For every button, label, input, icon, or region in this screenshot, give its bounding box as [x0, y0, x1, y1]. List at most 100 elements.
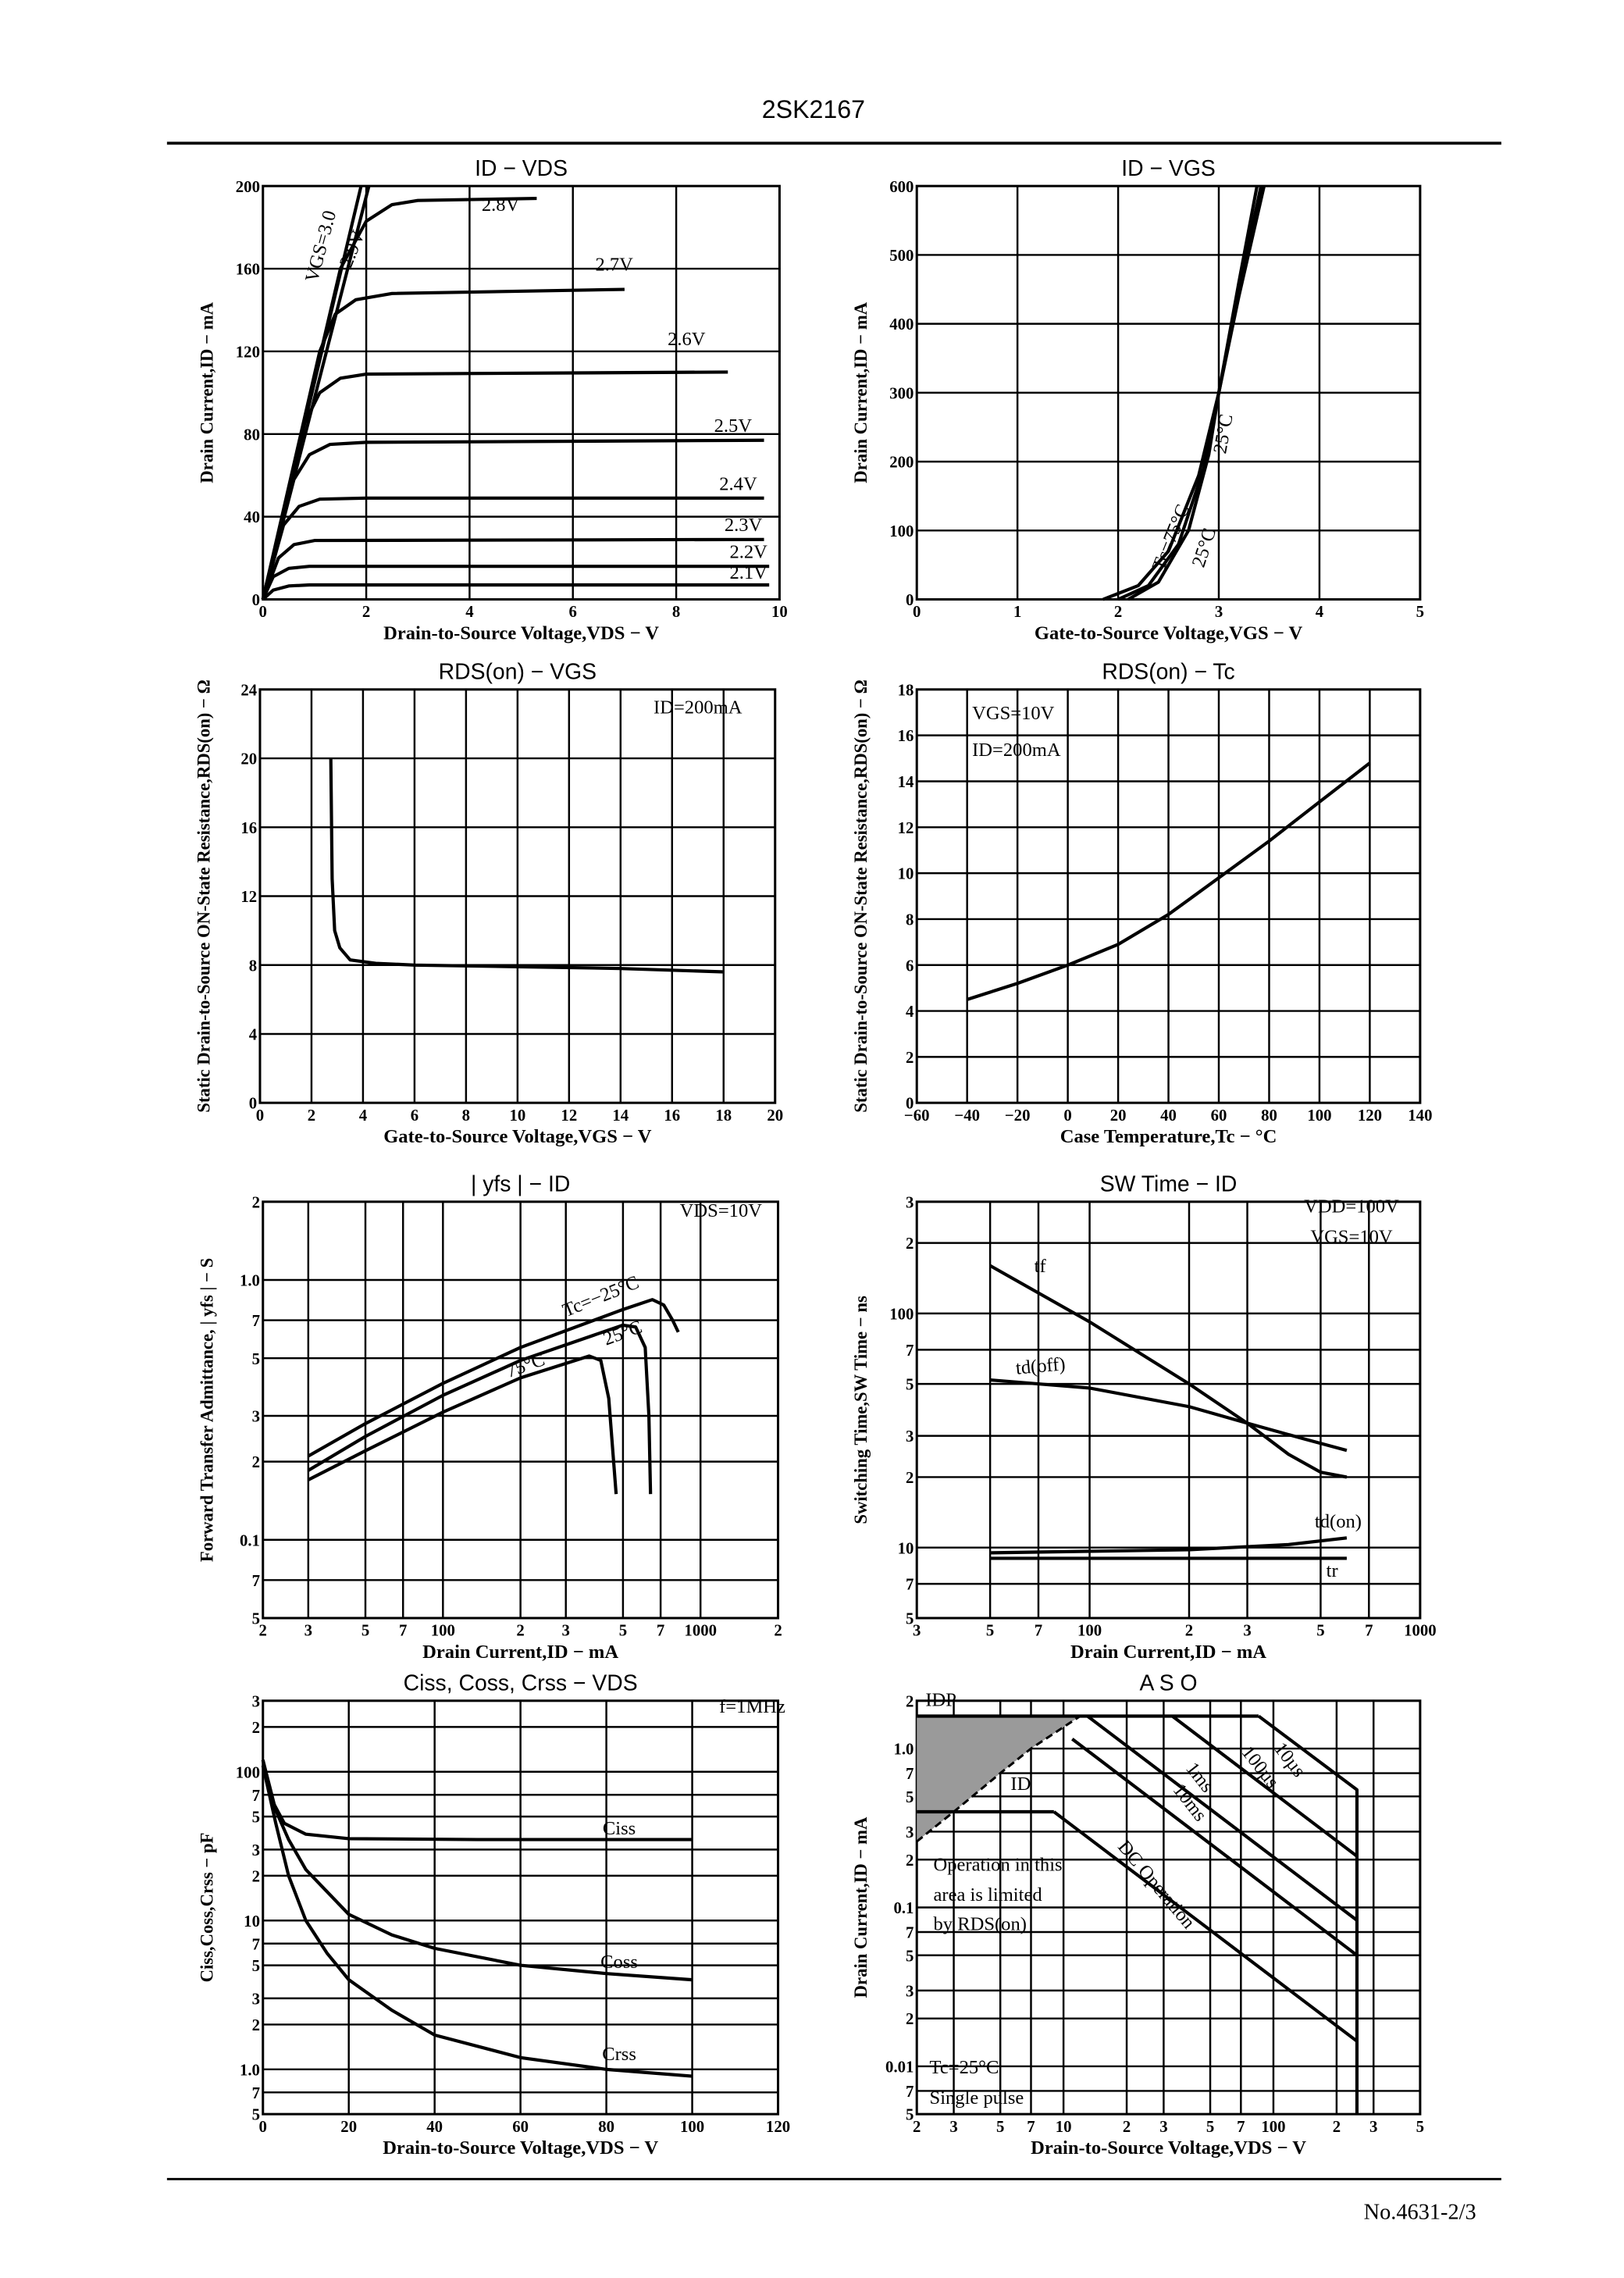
y-tick-label: 160 — [236, 261, 260, 279]
annotation-label: ID — [1010, 1774, 1031, 1795]
x-tick-label: 3 — [949, 2118, 957, 2136]
y-tick-label: 8 — [249, 957, 257, 975]
annotation-label: 2.8V — [482, 194, 520, 216]
x-tick-label: 1000 — [684, 1622, 717, 1640]
y-tick-label: 5 — [252, 1350, 260, 1368]
x-axis-label: Drain Current,ID − mA — [422, 1642, 618, 1663]
x-tick-label: 100 — [1307, 1107, 1331, 1125]
y-tick-label: 40 — [244, 508, 260, 526]
x-tick-label: 140 — [1408, 1107, 1432, 1125]
x-tick-label: 0 — [1063, 1107, 1071, 1125]
y-tick-label: 24 — [240, 681, 257, 699]
y-tick-label: 200 — [889, 454, 914, 472]
y-tick-label: 0 — [906, 1095, 914, 1113]
y-tick-label: 2 — [906, 1235, 914, 1253]
x-tick-label: 3 — [562, 1622, 570, 1640]
y-tick-label: 200 — [236, 178, 260, 196]
annotation-label: td(on) — [1315, 1511, 1362, 1532]
annotation-label: by RDS(on) — [934, 1914, 1027, 1935]
annotation-label: tf — [1035, 1256, 1047, 1277]
y-tick-label: 2 — [906, 2010, 914, 2028]
y-tick-label: 6 — [906, 957, 914, 975]
y-tick-label: 5 — [906, 1610, 914, 1628]
x-tick-label: 14 — [612, 1107, 629, 1125]
x-tick-label: 1000 — [1404, 1622, 1437, 1640]
annotation-label: VGS=10V — [1310, 1227, 1393, 1248]
annotation-label: 2.7V — [595, 255, 633, 276]
chart-7: Ciss, Coss, Crss − VDS 0 20 40 60 80 100 120 5 7 1… — [197, 1671, 790, 2159]
annotation-label: VDD=100V — [1304, 1196, 1399, 1217]
x-tick-label: 6 — [569, 603, 577, 621]
y-tick-label: 10 — [244, 1913, 260, 1930]
y-tick-label: 5 — [252, 1809, 260, 1827]
annotation-label: Operation in this — [934, 1855, 1063, 1876]
x-tick-label: 0 — [259, 2118, 267, 2136]
plot-frame — [258, 688, 777, 1104]
y-tick-label: 12 — [240, 888, 257, 906]
x-tick-label: 3 — [1369, 2118, 1377, 2136]
y-tick-label: 600 — [889, 178, 914, 196]
x-tick-label: 20 — [1110, 1107, 1127, 1125]
x-axis-label: Drain-to-Source Voltage,VDS − V — [1031, 2137, 1306, 2159]
plot-frame — [262, 1699, 780, 2116]
plot-frame — [915, 1200, 1422, 1620]
x-tick-label: 8 — [462, 1107, 470, 1125]
y-tick-label: 2 — [906, 1469, 914, 1487]
y-axis-label: Drain Current,ID − mA — [851, 301, 871, 483]
x-tick-label: 18 — [715, 1107, 732, 1125]
annotation-label: 2.2V — [729, 542, 767, 563]
series-line-8 — [261, 537, 764, 601]
x-tick-label: 10 — [509, 1107, 525, 1125]
x-tick-label: 0 — [259, 603, 267, 621]
x-axis-label: Case Temperature,Tc − °C — [1060, 1126, 1277, 1147]
x-tick-label: 2 — [1114, 603, 1122, 621]
annotation-label: Single pulse — [930, 2087, 1024, 2109]
chart-4: RDS(on) − Tc −60 −40 −20 0 20 40 60 80 100 120 140 0… — [851, 660, 1433, 1148]
x-tick-label: 40 — [426, 2118, 443, 2136]
y-tick-label: 7 — [906, 2083, 914, 2101]
x-tick-label: 4 — [359, 1107, 367, 1125]
y-tick-label: 5 — [906, 1947, 914, 1965]
limited-region-hatch — [917, 1716, 1081, 1842]
y-tick-label: 7 — [252, 1572, 260, 1590]
x-tick-label: −40 — [954, 1107, 980, 1125]
x-tick-label: 3 — [1243, 1622, 1251, 1640]
chart-5: | yfs | − ID2 3 5 7 100 2 3 5 7 1000 2570.123571.0… — [197, 1172, 782, 1663]
y-tick-label: 7 — [252, 1312, 260, 1330]
x-tick-label: 2 — [516, 1622, 524, 1640]
series-line-3 — [990, 1536, 1348, 1555]
y-tick-label: 5 — [252, 1610, 260, 1628]
x-tick-label: 5 — [986, 1622, 994, 1640]
y-tick-label: 0 — [249, 1095, 257, 1113]
annotation-label: 2.3V — [725, 515, 763, 536]
y-tick-label: 1.0 — [240, 2061, 260, 2079]
x-axis-label: Drain-to-Source Voltage,VDS − V — [383, 2137, 658, 2159]
chart-title: ID − VGS — [1121, 156, 1216, 181]
annotation-label: td(off) — [1015, 1353, 1067, 1378]
x-tick-label: 5 — [1416, 2118, 1424, 2136]
series-line-3 — [307, 1354, 618, 1495]
y-axis-label: Switching Time,SW Time − ns — [851, 1296, 871, 1524]
y-tick-label: 16 — [898, 727, 914, 745]
annotation-label: tr — [1327, 1560, 1338, 1581]
chart-8: A S O 2 3 5 7 10 2 3 5 7 100 2 3 5 5 7 0.01 2 3 5 7 0.1 2 3 5 7 1.… — [851, 1671, 1424, 2159]
y-tick-label: 7 — [906, 1576, 914, 1594]
y-tick-label: 7 — [906, 1765, 914, 1783]
series-line-2 — [1257, 1714, 1359, 2115]
y-tick-label: 10 — [898, 1539, 914, 1557]
x-tick-label: 5 — [619, 1622, 627, 1640]
y-tick-label: 2 — [906, 1692, 914, 1710]
series-line-3 — [1171, 1714, 1359, 1858]
y-tick-label: 2 — [252, 1193, 260, 1211]
y-tick-label: 3 — [906, 1428, 914, 1446]
chart-title: A S O — [1140, 1671, 1198, 1696]
y-tick-label: 16 — [240, 819, 257, 837]
y-axis-label: Static Drain-to-Source ON-State Resistan… — [194, 679, 214, 1113]
series-line-1 — [307, 1298, 680, 1458]
series-line-1 — [329, 758, 724, 974]
chart-6: SW Time − ID3 5 7 100 2 3 5 7 10005710235710023D… — [851, 1172, 1437, 1663]
plot-frame — [262, 184, 781, 601]
series-line-2 — [990, 1378, 1348, 1453]
series-line-3 — [261, 1765, 693, 2078]
y-tick-label: 0.01 — [885, 2058, 914, 2076]
